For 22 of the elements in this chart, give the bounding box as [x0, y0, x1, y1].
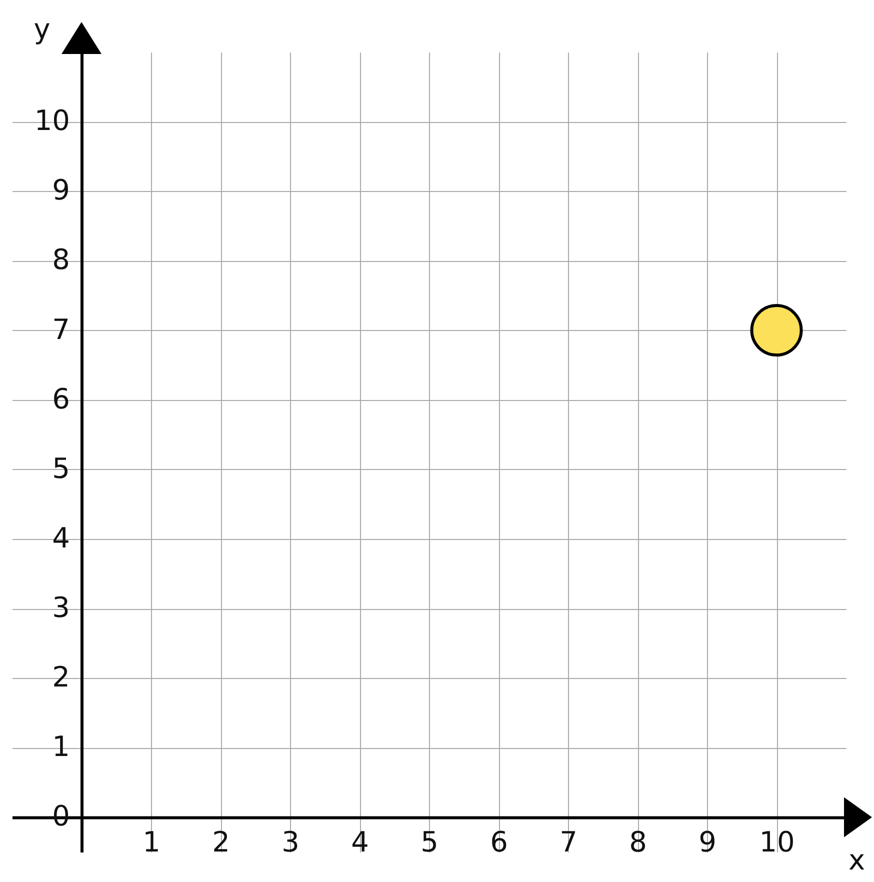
y-tick-label: 7 — [52, 312, 70, 346]
x-tick-label: 10 — [759, 826, 795, 859]
y-axis-title: y — [34, 12, 50, 46]
x-axis-title: x — [848, 844, 866, 877]
x-tick-label: 4 — [351, 826, 369, 859]
y-tick-label: 5 — [52, 452, 70, 485]
x-tick-label: 3 — [282, 826, 300, 859]
y-tick-label: 10 — [34, 104, 70, 138]
x-tick-label: 7 — [560, 826, 578, 859]
y-tick-label: 9 — [52, 174, 70, 207]
x-tick-label: 2 — [212, 826, 230, 859]
y-tick-label: 8 — [52, 243, 70, 276]
y-tick-label: 2 — [52, 660, 70, 694]
y-tick-label: 1 — [52, 730, 70, 764]
y-tick-label: 3 — [52, 591, 70, 624]
y-tick-label: 4 — [52, 521, 70, 554]
x-tick-label: 9 — [698, 826, 716, 859]
x-tick-label: 5 — [420, 826, 438, 859]
x-tick-label: 8 — [629, 826, 647, 859]
x-tick-label: 6 — [490, 826, 508, 859]
x-tick-label: 1 — [142, 826, 160, 859]
y-tick-label: 6 — [52, 382, 70, 416]
